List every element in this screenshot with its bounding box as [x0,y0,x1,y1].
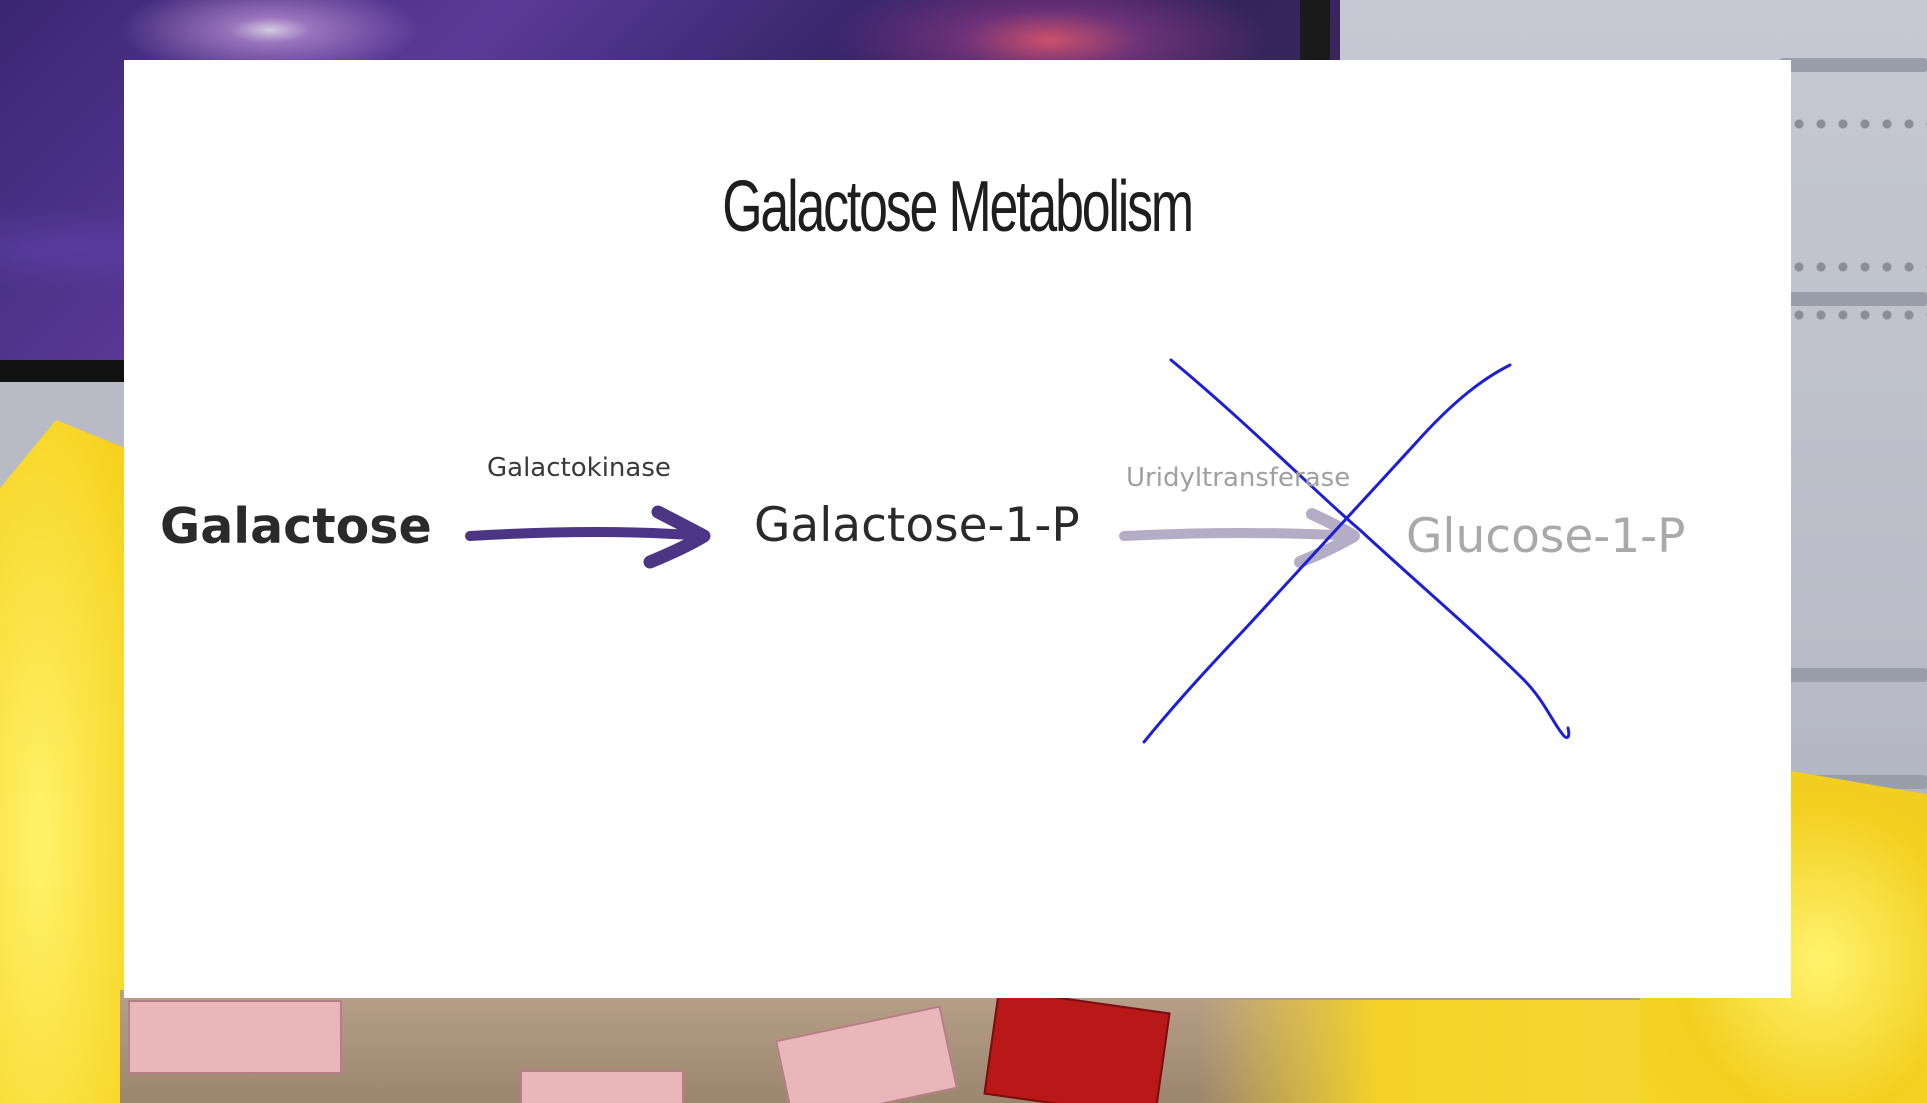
background-yellow-character [0,420,140,1103]
slide-title: Galactose Metabolism [722,167,1194,247]
background-gift-box [520,1070,684,1103]
wall-rail [1780,292,1927,306]
blocked-step-cross-mark [1142,358,1571,744]
arrow-galactokinase [465,505,711,569]
node-glucose-1-p: Glucose-1-P [1406,509,1686,564]
slide: Galactose Metabolism Galactose Galactoki… [124,60,1791,998]
arrow-uridyltransferase [1119,508,1360,568]
enzyme-label-galactokinase: Galactokinase [487,453,671,483]
node-galactose: Galactose [160,498,432,555]
wall-dots [1788,310,1927,320]
wall-rail [1780,58,1927,72]
pathway-diagram [465,358,1571,744]
poster-frame [0,360,140,382]
node-galactose-1-p: Galactose-1-P [754,498,1080,553]
background-gift-box [128,1000,342,1074]
wall-rail [1780,668,1927,682]
wall-dots [1788,119,1927,129]
poster-frame [1300,0,1330,60]
wall-dots [1788,262,1927,272]
enzyme-label-uridyltransferase: Uridyltransferase [1126,463,1351,493]
